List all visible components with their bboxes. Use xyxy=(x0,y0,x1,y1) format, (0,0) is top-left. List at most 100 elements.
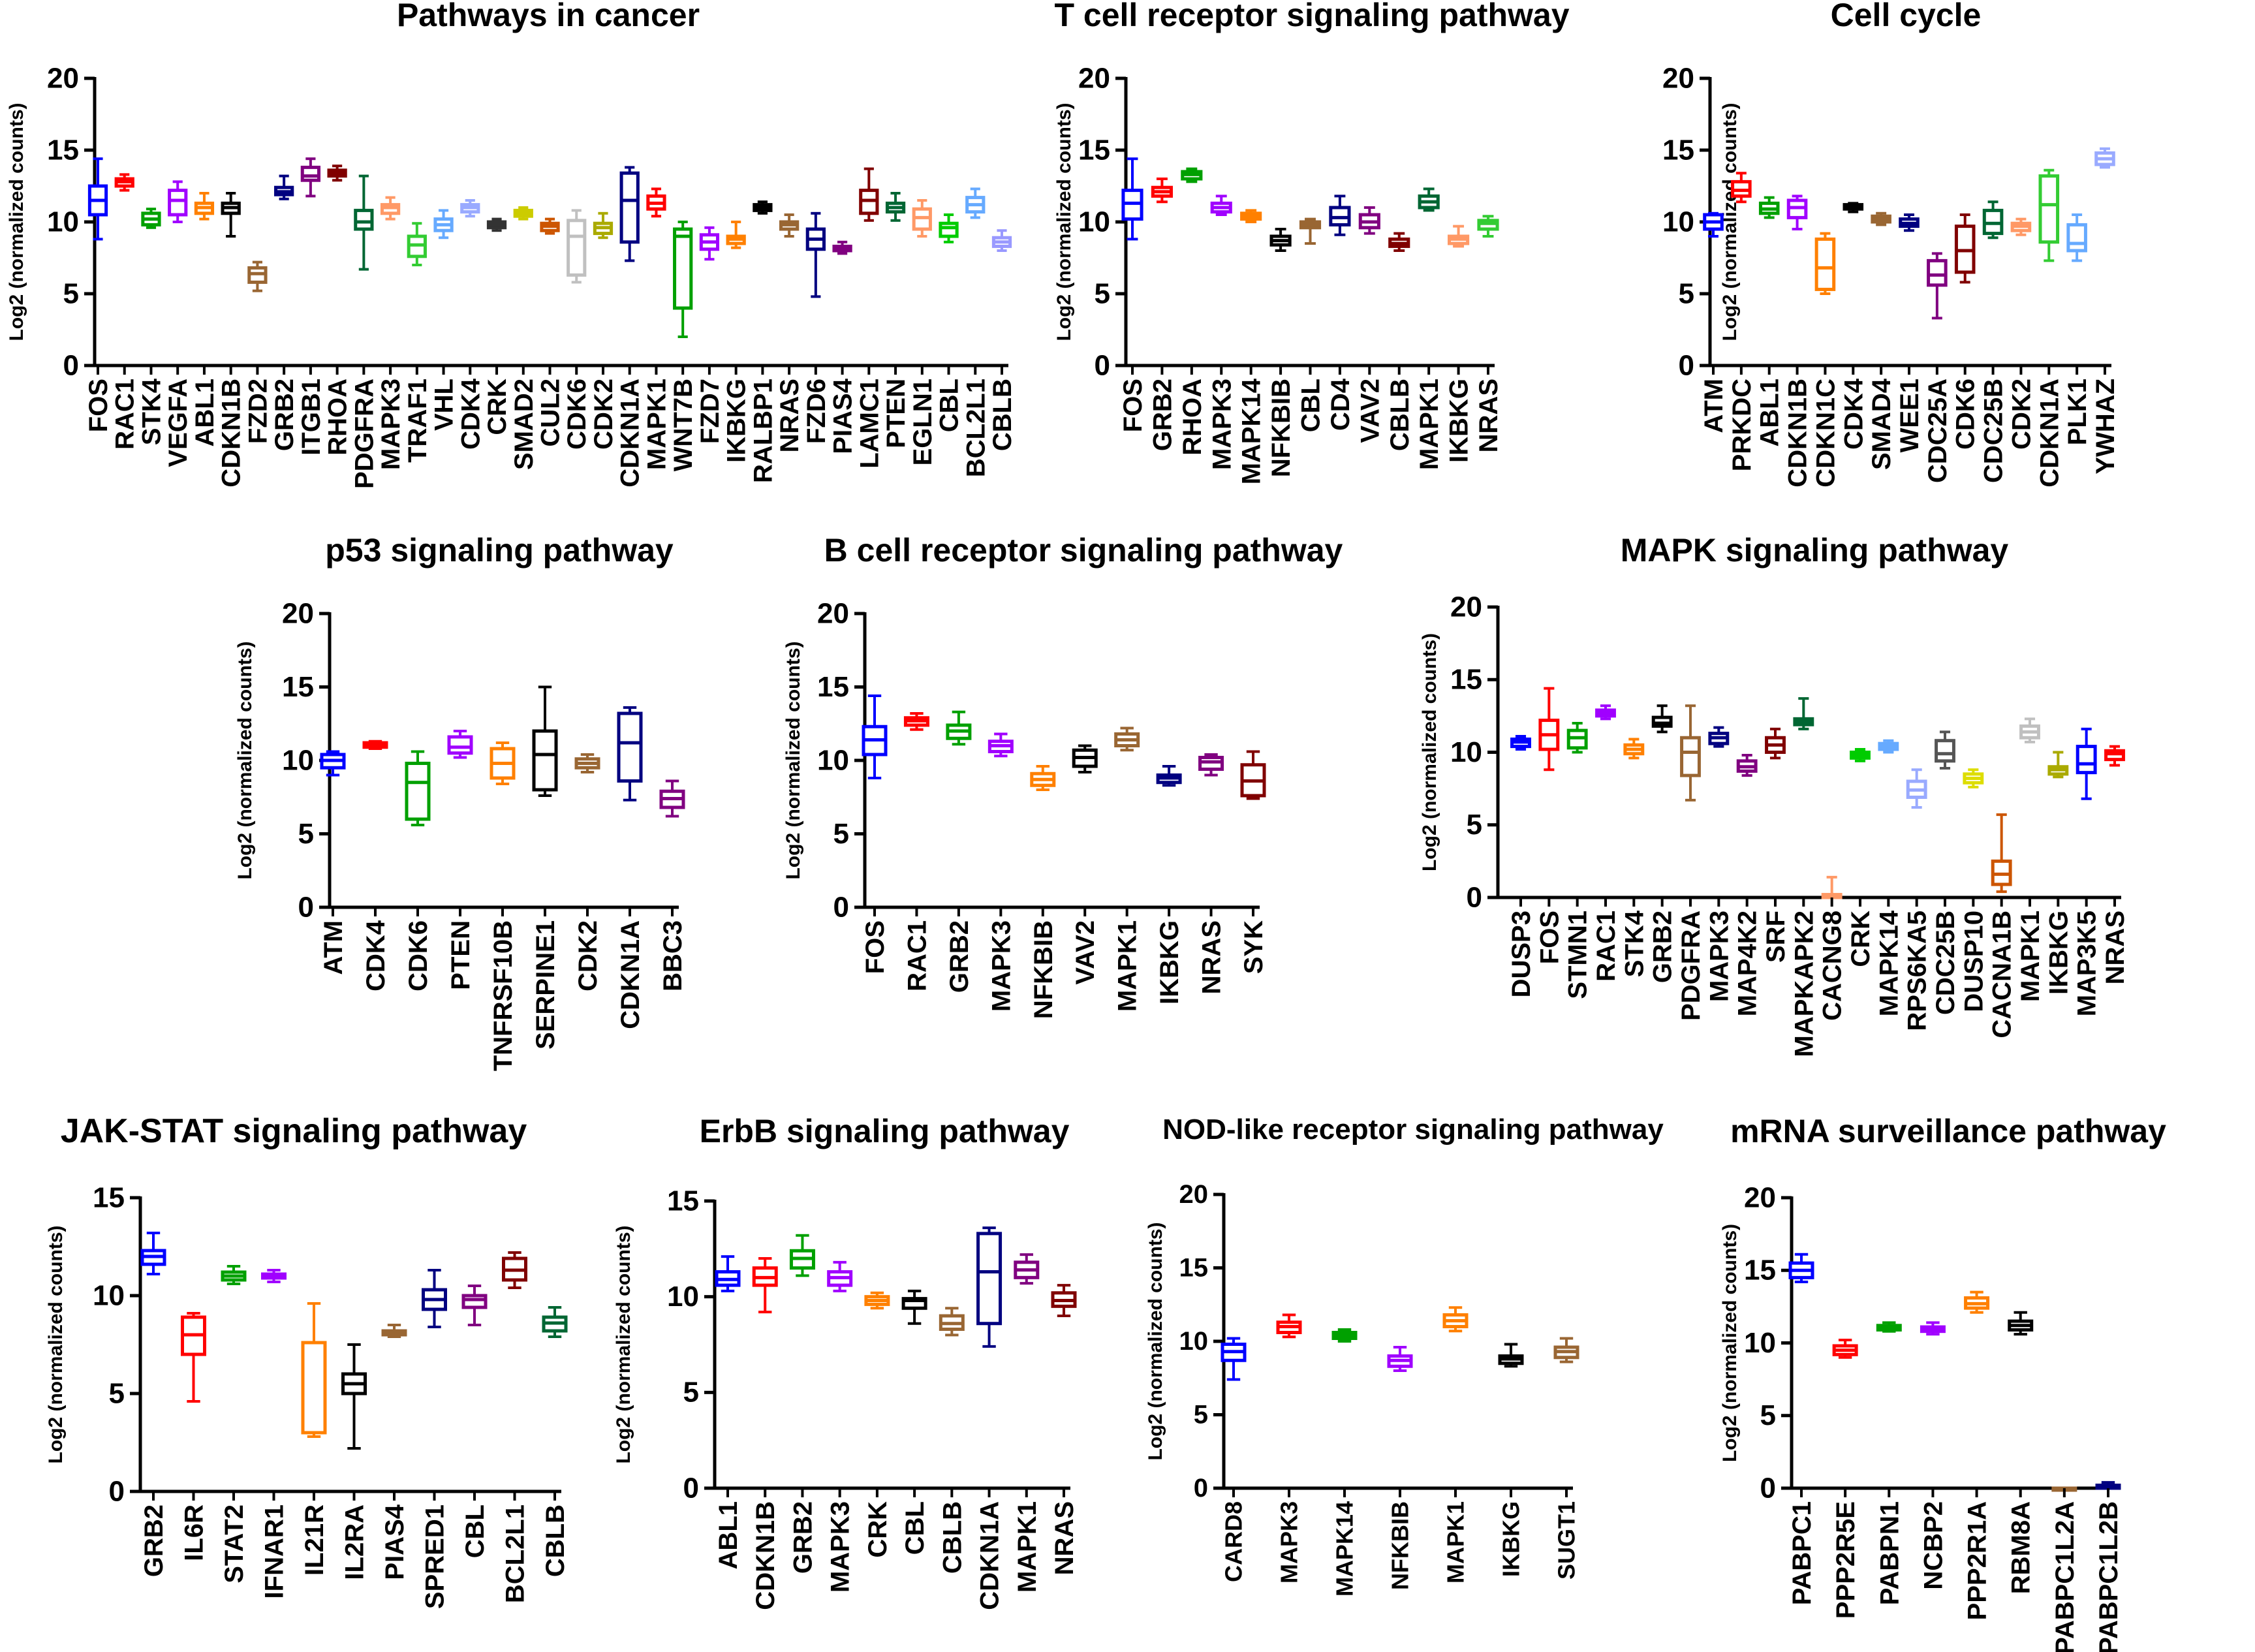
y-axis-label: Log2 (normalized counts) xyxy=(1419,633,1440,871)
x-category-label: FZD6 xyxy=(802,379,831,444)
panel-4: B cell receptor signaling pathway 0 5 10 15 2… xyxy=(783,532,1343,1019)
y-tick-label: 10 xyxy=(282,744,314,776)
box-mapk1 xyxy=(1114,726,1140,752)
box-cdk2 xyxy=(2010,217,2032,236)
x-category-label: CDKN1B xyxy=(751,1501,780,1610)
box-cdkn1a xyxy=(2038,168,2060,262)
box-mapk3 xyxy=(1210,195,1232,216)
box-grb2 xyxy=(946,710,972,746)
box-pabpn1 xyxy=(1876,1321,1902,1333)
box-iqr xyxy=(354,208,374,231)
x-category-label: IKBKG xyxy=(1498,1501,1525,1577)
box-cdk4 xyxy=(362,740,388,750)
box-cdk4 xyxy=(460,199,480,218)
box-fos xyxy=(1121,157,1143,241)
box-grb2 xyxy=(1151,178,1173,204)
x-category-label: CBL xyxy=(1297,379,1326,432)
x-category-label: CBL xyxy=(461,1504,490,1558)
y-tick-label: 0 xyxy=(1760,1472,1776,1504)
box-card8 xyxy=(1221,1337,1247,1381)
box-iqr xyxy=(619,171,640,244)
box-serpine1 xyxy=(532,685,558,797)
box-nras xyxy=(2104,745,2125,767)
box-cblb xyxy=(542,1306,568,1338)
x-category-label: CDKN1A xyxy=(616,379,645,488)
box-fos xyxy=(87,157,108,241)
x-category-label: RAC1 xyxy=(111,379,140,450)
panel-6: JAK-STAT signaling pathway 0 5 10 15 Log2 (no… xyxy=(45,1112,570,1609)
x-category-label: PTEN xyxy=(882,379,910,448)
y-axis-label: Log2 (normalized counts) xyxy=(234,641,256,879)
box-nras xyxy=(1051,1284,1077,1317)
x-category-label: MAPK1 xyxy=(2016,911,2045,1002)
box-rac1 xyxy=(903,712,929,731)
x-category-label: GRB2 xyxy=(1649,911,1677,983)
box-smad2 xyxy=(513,206,533,221)
box-pdgfra xyxy=(1680,704,1701,802)
x-category-label: PTEN xyxy=(446,920,475,990)
box-iqr xyxy=(2038,174,2060,244)
box-cdc25a xyxy=(1927,252,1948,320)
y-tick-label: 20 xyxy=(1450,591,1482,623)
x-category-label: CDK6 xyxy=(563,379,591,450)
box-sugt1 xyxy=(1553,1337,1579,1364)
box-cblb xyxy=(939,1307,965,1337)
y-tick-label: 5 xyxy=(63,277,79,309)
box-wee1 xyxy=(1899,213,1920,232)
x-category-label: CBLB xyxy=(1386,379,1414,451)
boxes xyxy=(320,685,685,826)
x-category-label: NRAS xyxy=(1198,920,1226,994)
x-category-label: ABL1 xyxy=(191,379,219,446)
box-crk xyxy=(486,217,507,232)
box-spred1 xyxy=(422,1269,447,1328)
box-cbl xyxy=(1299,217,1322,245)
y-tick-label: 0 xyxy=(63,349,79,381)
panel-5: MAPK signaling pathway 0 5 10 15 20 Log2 (norm… xyxy=(1419,532,2130,1057)
y-tick-label: 0 xyxy=(1679,349,1694,381)
box-mapk14 xyxy=(1331,1328,1358,1343)
box-wnt7b xyxy=(673,221,693,338)
x-category-label: PIAS4 xyxy=(829,378,858,454)
box-stk4 xyxy=(141,208,161,229)
box-mapk1 xyxy=(1014,1253,1040,1285)
x-category-label: PABPN1 xyxy=(1875,1501,1904,1605)
box-mapk1 xyxy=(2019,717,2040,743)
box-fos xyxy=(862,694,888,779)
x-category-label: NCBP2 xyxy=(1919,1501,1948,1590)
y-tick-label: 20 xyxy=(282,597,314,629)
x-category-label: ABL1 xyxy=(714,1501,743,1569)
y-tick-label: 5 xyxy=(683,1377,699,1409)
x-category-label: CDK4 xyxy=(456,378,485,450)
x-category-label: WEE1 xyxy=(1895,379,1924,452)
x-category-label: PABPC1 xyxy=(1788,1501,1816,1605)
y-tick-label: 5 xyxy=(1760,1399,1776,1431)
x-category-label: STK4 xyxy=(137,378,166,445)
box-itgb1 xyxy=(300,157,321,198)
box-cbl xyxy=(901,1289,927,1325)
box-cdkn1b xyxy=(752,1257,778,1314)
box-il21r xyxy=(301,1302,327,1438)
box-srf xyxy=(1765,727,1786,760)
x-category-label: CDK2 xyxy=(2007,379,2036,450)
y-tick-label: 15 xyxy=(1744,1255,1776,1286)
x-category-label: ATM xyxy=(1700,379,1728,433)
y-axis-label: Log2 (normalized counts) xyxy=(1719,1224,1741,1462)
box-mapk3 xyxy=(827,1260,853,1292)
y-tick-label: 15 xyxy=(1179,1253,1209,1282)
box-rps6ka5 xyxy=(1906,768,1927,809)
x-category-label: IL2RA xyxy=(341,1504,369,1580)
box-stk4 xyxy=(1623,738,1645,760)
box-fzd2 xyxy=(247,260,268,292)
x-category-label: MAPK14 xyxy=(1331,1501,1358,1597)
box-stat2 xyxy=(221,1265,247,1285)
box-ikbkg xyxy=(1498,1343,1524,1368)
x-category-label: FZD2 xyxy=(243,379,272,444)
x-category-label: MAPK3 xyxy=(987,920,1016,1012)
box-cdk4 xyxy=(1843,202,1864,213)
x-category-label: MAPK14 xyxy=(1237,378,1266,484)
box-iqr xyxy=(567,219,587,277)
x-category-label: PDGFRA xyxy=(1677,911,1705,1021)
box-cdkn1a xyxy=(617,706,643,802)
box-map4k2 xyxy=(1736,753,1758,777)
x-category-label: IL21R xyxy=(300,1504,329,1576)
